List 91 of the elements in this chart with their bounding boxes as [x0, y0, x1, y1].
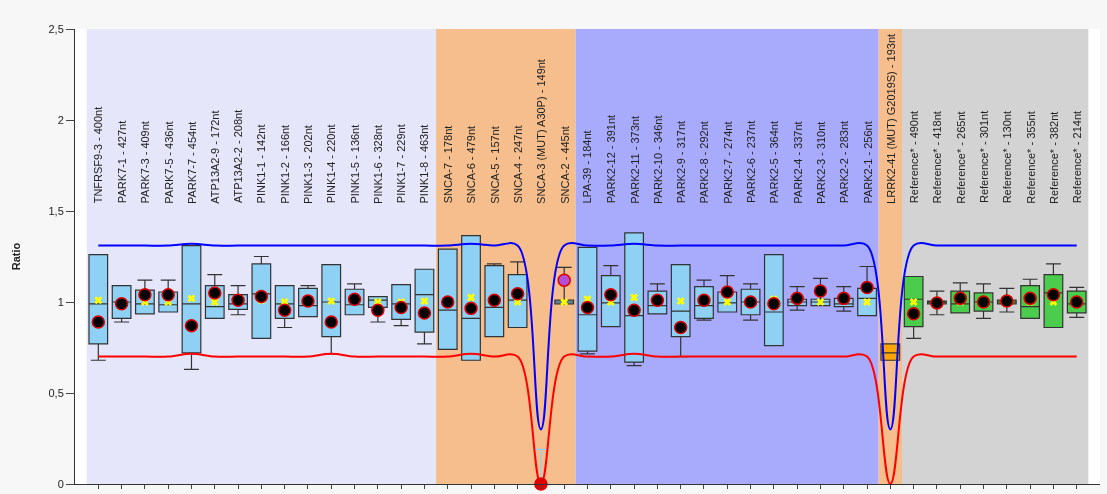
x-tick-label: PINK1-1 - 142nt — [255, 124, 268, 204]
point — [976, 295, 991, 309]
point — [91, 315, 106, 329]
y-tick-label: 2 — [57, 113, 64, 126]
point — [371, 303, 385, 317]
point — [837, 291, 851, 306]
x-tick-label: Reference* - 301nt — [977, 110, 990, 204]
x-tick-label: PARK2-9 - 317nt — [675, 120, 688, 204]
point — [557, 273, 571, 287]
point — [208, 286, 222, 300]
y-axis-title: Ratio — [10, 242, 23, 271]
x-tick-label: PINK1-8 - 463nt — [418, 124, 431, 204]
point — [324, 315, 338, 329]
x-tick-label: PARK7-3 - 409nt — [139, 121, 152, 204]
x-tick-label: PINK1-5 - 136nt — [348, 124, 361, 204]
point — [906, 307, 921, 321]
x-tick-label: PARK2-2 - 283nt — [838, 120, 851, 204]
x-tick-label: ATP13A2-9 - 172nt — [208, 110, 221, 204]
point — [743, 295, 758, 309]
y-tick-label: 1 — [57, 295, 64, 308]
x-tick-label: SNCA-2 - 445nt — [558, 126, 571, 204]
x-tick-label: SNCA-3 (MUT) A30P) - 149nt — [534, 59, 547, 204]
x-tick-label: LRRK2-41 (MUT) G2019S) - 193nt — [884, 33, 897, 204]
point — [813, 284, 828, 298]
x-tick-label: ATP13A2-2 - 208nt — [232, 109, 245, 204]
point — [1000, 294, 1014, 308]
x-tick-label: SNCA-7 - 178nt — [442, 125, 455, 204]
x-tick-label: PARK2-10 - 346nt — [651, 115, 664, 204]
x-tick-label: Reference* - 130nt — [1001, 111, 1014, 204]
x-tick-label: Reference* - 214nt — [1071, 110, 1084, 204]
x-tick-label: PARK2-8 - 292nt — [698, 121, 711, 204]
x-tick-label: LPA-39 - 184nt — [581, 130, 594, 204]
point — [953, 291, 967, 306]
point — [650, 293, 665, 307]
point — [1069, 295, 1084, 309]
x-tick-label: PARK2-7 - 274nt — [721, 121, 734, 204]
point — [487, 293, 502, 307]
x-tick-label: PARK2-6 - 237nt — [745, 120, 758, 204]
x-tick-label: SNCA-4 - 247nt — [512, 125, 525, 204]
y-tick-label: 1,5 — [48, 204, 64, 217]
point — [720, 285, 735, 299]
point — [767, 297, 781, 311]
x-tick-label: Reference* - 418nt — [931, 111, 944, 204]
x-tick-label: Reference* - 490nt — [908, 110, 921, 204]
y-tick-label: 2,5 — [48, 22, 64, 35]
x-tick-label: PARK2-1 - 256nt — [861, 121, 874, 204]
x-tick-label: PARK2-11 - 373nt — [628, 115, 641, 204]
x-tick-label: PINK1-2 - 166nt — [278, 124, 291, 204]
x-tick-label: PARK7-1 - 427nt — [116, 120, 129, 204]
point — [277, 303, 292, 317]
point — [510, 287, 525, 301]
point — [464, 301, 478, 316]
y-tick-label: 0 — [57, 477, 64, 490]
x-tick-label: SNCA-5 - 157nt — [488, 126, 501, 204]
point — [790, 291, 804, 306]
point — [417, 306, 432, 320]
x-tick-label: SNCA-6 - 479nt — [465, 125, 478, 204]
point — [580, 300, 595, 315]
x-tick-label: Reference* - 265nt — [954, 111, 967, 204]
x-tick-label: Reference* - 382nt — [1047, 111, 1060, 204]
point — [161, 287, 175, 302]
x-tick-label: PARK7-7 - 454nt — [185, 121, 198, 205]
x-tick-label: TNFRSF9-3 - 400nt — [92, 106, 105, 204]
point — [697, 293, 711, 307]
point — [673, 320, 688, 335]
point — [1023, 291, 1037, 306]
point — [627, 303, 641, 317]
x-tick-label: PARK2-4 - 337nt — [791, 121, 804, 204]
x-tick-label: PINK1-3 - 202nt — [301, 125, 314, 204]
x-tick-label: PARK7-5 - 436nt — [162, 121, 175, 204]
x-tick-label: PINK1-7 - 229nt — [395, 124, 408, 204]
point — [138, 287, 152, 302]
point — [114, 297, 129, 311]
point — [231, 293, 245, 307]
x-tick-label: PARK2-3 - 310nt — [814, 121, 827, 204]
point — [184, 318, 199, 333]
x-tick-label: PARK2-5 - 364nt — [768, 121, 781, 204]
point — [440, 295, 455, 309]
point — [604, 287, 618, 302]
point — [254, 289, 269, 304]
point — [301, 294, 315, 308]
point — [1046, 287, 1061, 302]
point — [860, 280, 874, 295]
point — [394, 300, 408, 315]
x-tick-label: PINK1-4 - 220nt — [325, 124, 338, 204]
x-tick-label: Reference* - 355nt — [1024, 111, 1037, 204]
x-tick-label: PARK2-12 - 391nt — [605, 114, 618, 204]
y-tick-label: 0,5 — [48, 386, 64, 399]
x-tick-label: PINK1-6 - 328nt — [371, 125, 384, 204]
point — [347, 292, 362, 307]
point — [930, 296, 944, 310]
